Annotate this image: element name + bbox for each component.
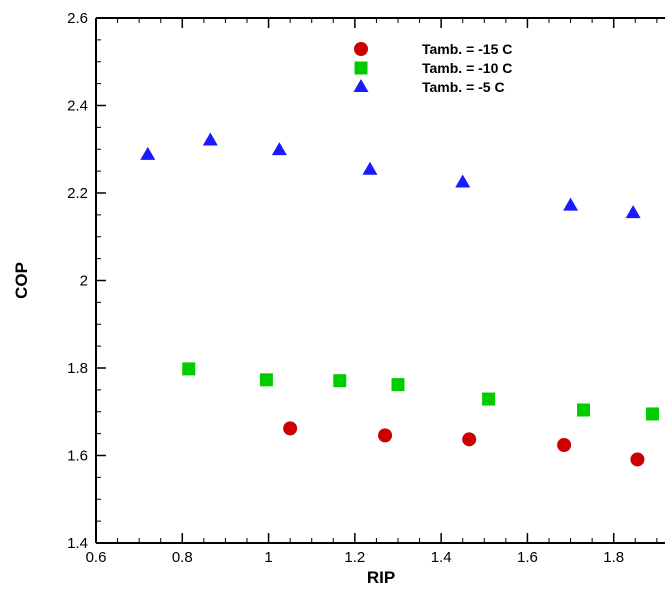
legend-label-3: Tamb. = -5 C [422,79,505,95]
data-point-series-2 [260,373,273,386]
legend-marker-2 [355,62,368,75]
y-tick-label: 2.2 [67,185,88,202]
x-tick-label: 1 [264,549,272,566]
data-point-series-3 [455,174,470,187]
legend: Tamb. = -15 C Tamb. = -10 C Tamb. = -5 C [354,41,513,95]
plot-frame [96,18,665,543]
data-point-series-2 [646,407,659,420]
data-point-series-3 [626,205,641,218]
y-tick-label: 1.4 [67,535,88,552]
y-tick-label: 2 [80,273,88,290]
legend-marker-1 [354,42,368,56]
x-tick-label: 1.6 [517,549,538,566]
x-tick-label: 1.4 [431,549,452,566]
data-point-series-2 [577,404,590,417]
data-point-series-1 [630,452,644,466]
data-point-series-2 [182,362,195,375]
data-point-series-2 [482,393,495,406]
x-axis-title: RIP [367,568,395,587]
x-tick-label: 1.2 [344,549,365,566]
legend-marker-3 [354,79,369,92]
y-tick-label: 2.6 [67,10,88,27]
axis-ticks [96,18,665,543]
data-point-series-2 [392,378,405,391]
axis-tick-labels: 0.60.811.21.41.61.821.41.61.822.22.42.6 [67,10,665,566]
data-point-series-3 [272,142,287,155]
data-point-series-1 [283,421,297,435]
data-point-series-3 [362,162,377,175]
data-point-series-1 [462,432,476,446]
data-point-series-2 [333,374,346,387]
x-tick-label: 0.6 [86,549,107,566]
data-point-series-3 [203,132,218,145]
y-tick-label: 2.4 [67,98,88,115]
x-tick-label: 1.8 [603,549,624,566]
y-tick-label: 1.8 [67,360,88,377]
data-points [140,132,665,466]
legend-label-2: Tamb. = -10 C [422,60,512,76]
x-tick-label: 0.8 [172,549,193,566]
data-point-series-3 [563,198,578,211]
y-tick-label: 1.6 [67,448,88,465]
data-point-series-1 [557,438,571,452]
data-point-series-1 [378,428,392,442]
data-point-series-3 [140,147,155,160]
y-axis-title: COP [12,262,31,299]
legend-label-1: Tamb. = -15 C [422,41,512,57]
